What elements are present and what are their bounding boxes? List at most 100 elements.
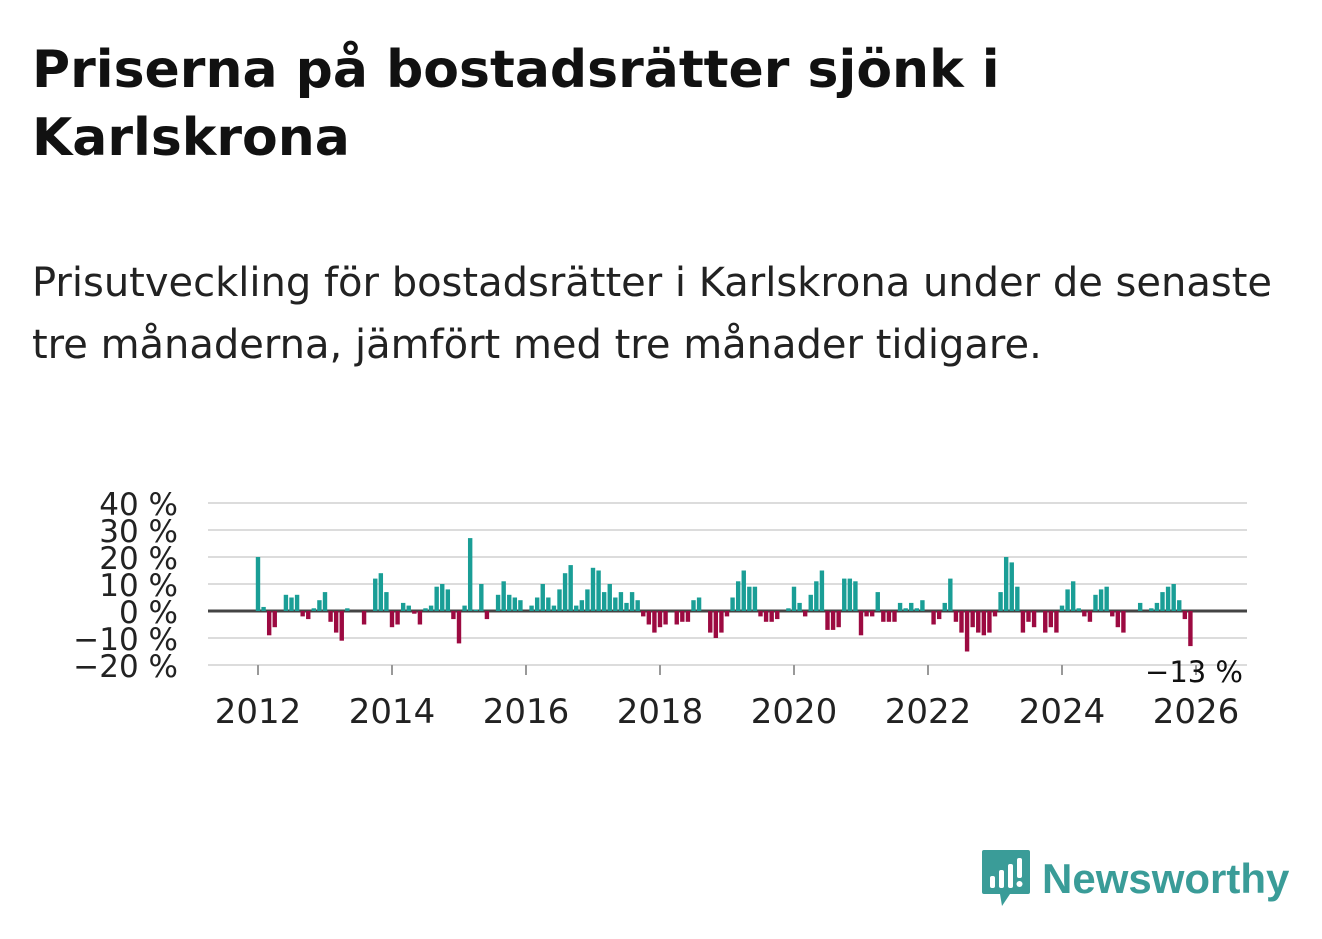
bar <box>451 611 456 620</box>
y-tick-label: 20 % <box>99 541 178 577</box>
bar <box>1087 611 1093 622</box>
bar <box>562 573 568 611</box>
bar <box>858 611 864 636</box>
bar <box>786 608 791 611</box>
bar <box>713 611 719 638</box>
bar <box>691 600 696 611</box>
bar <box>735 581 741 611</box>
bar <box>635 600 640 611</box>
bar <box>741 570 746 611</box>
bar <box>830 611 836 630</box>
bar <box>1093 594 1098 611</box>
bar <box>752 586 758 611</box>
bar <box>970 611 975 628</box>
x-tick-label: 2018 <box>617 692 704 732</box>
bar <box>417 611 423 625</box>
bar <box>641 611 646 617</box>
bar <box>663 611 668 625</box>
y-tick-label: 10 % <box>99 568 178 604</box>
bar <box>747 586 752 611</box>
bar <box>875 592 880 611</box>
bar <box>294 594 300 611</box>
bar <box>1171 584 1176 611</box>
bar <box>1098 589 1104 611</box>
bar <box>836 611 841 628</box>
bar <box>976 611 981 633</box>
bar <box>428 605 434 611</box>
bar <box>1177 600 1182 611</box>
bar <box>992 611 998 617</box>
bar <box>708 611 713 633</box>
bar <box>495 594 501 611</box>
bar <box>283 594 289 611</box>
bar <box>674 611 679 625</box>
newsworthy-logo: Newsworthy <box>980 848 1289 910</box>
bar <box>769 611 774 622</box>
bar <box>1149 608 1154 611</box>
bar <box>914 608 920 611</box>
bar <box>1082 611 1087 617</box>
bar <box>1026 611 1031 622</box>
bar <box>1054 611 1059 633</box>
bar <box>479 584 484 611</box>
bar <box>568 565 573 611</box>
chart-subtitle: Prisutveckling för bostadsrätter i Karls… <box>32 260 1272 368</box>
newsworthy-logo-icon <box>982 850 1030 906</box>
bar <box>775 611 780 620</box>
bar <box>847 578 853 611</box>
bar <box>1165 586 1171 611</box>
bar <box>272 611 277 628</box>
bar <box>540 584 545 611</box>
newsworthy-logo-text: Newsworthy <box>1042 855 1290 902</box>
bar <box>373 578 378 611</box>
bar <box>317 600 322 611</box>
bar <box>1015 586 1020 611</box>
bar <box>1110 611 1115 617</box>
y-tick-label: −10 % <box>73 622 178 658</box>
bar <box>590 567 596 611</box>
bar <box>613 597 618 611</box>
bar <box>255 557 261 611</box>
bar <box>629 592 635 611</box>
bar <box>339 611 344 641</box>
bar <box>869 611 875 617</box>
bar <box>395 611 400 625</box>
bar <box>680 611 685 622</box>
bar <box>1059 605 1065 611</box>
bar <box>378 573 384 611</box>
bar <box>696 597 702 611</box>
bar <box>266 611 272 636</box>
bar <box>585 589 590 611</box>
bar <box>886 611 892 622</box>
bar <box>920 600 925 611</box>
bar <box>1048 611 1054 628</box>
bar <box>607 584 612 611</box>
bar <box>903 608 908 611</box>
bar <box>601 592 607 611</box>
y-tick-label: 30 % <box>99 514 178 550</box>
bar <box>998 592 1003 611</box>
bar <box>574 605 579 611</box>
bar <box>261 606 266 611</box>
bar <box>289 597 294 611</box>
bar <box>484 611 490 620</box>
bar <box>389 611 395 628</box>
bar <box>551 605 557 611</box>
x-tick-label: 2016 <box>483 692 570 732</box>
bar <box>1160 592 1165 611</box>
bar <box>730 597 735 611</box>
bar <box>328 611 333 622</box>
bar <box>406 605 411 611</box>
x-tick-label: 2026 <box>1153 692 1240 732</box>
bar <box>440 584 445 611</box>
bar <box>1182 611 1188 620</box>
bar <box>507 594 512 611</box>
bar <box>948 578 953 611</box>
bar <box>534 597 540 611</box>
bar <box>557 589 562 611</box>
bar <box>931 611 936 625</box>
bar <box>1137 602 1143 611</box>
bar <box>596 570 601 611</box>
bar <box>724 611 730 617</box>
x-tick-label: 2012 <box>215 692 302 732</box>
